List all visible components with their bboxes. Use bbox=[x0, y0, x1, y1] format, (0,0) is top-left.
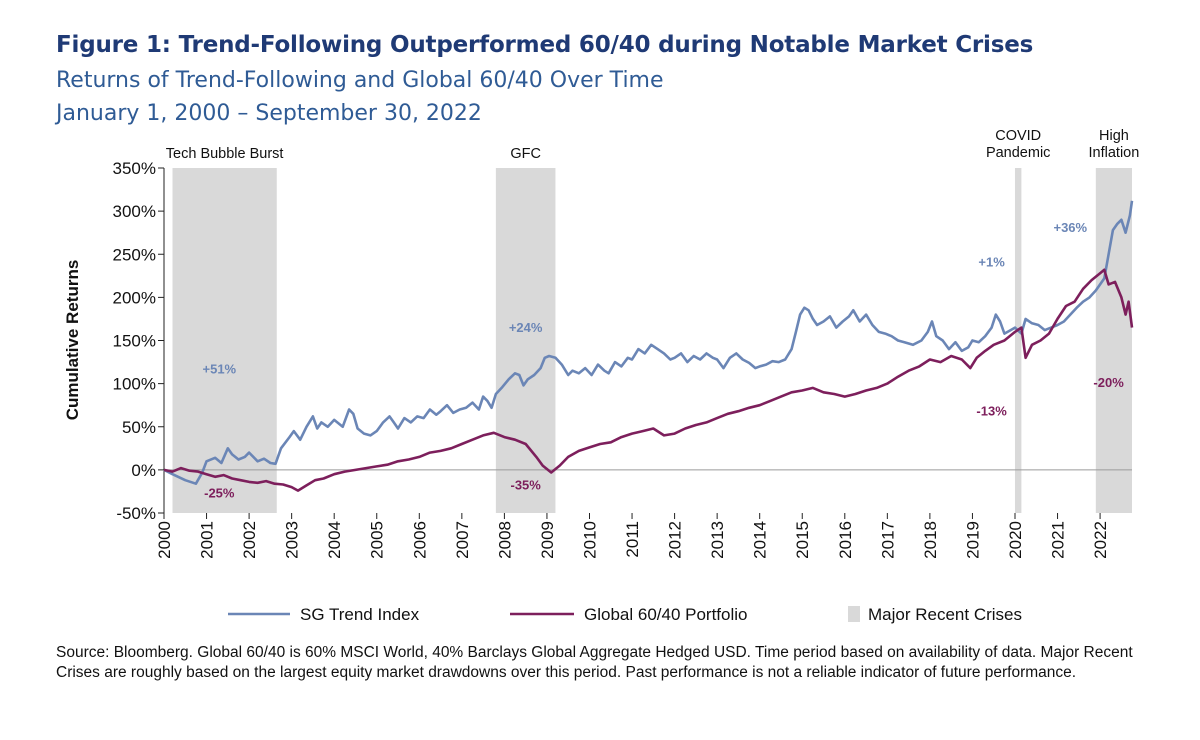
x-tick-label: 2007 bbox=[453, 521, 472, 559]
y-axis-title: Cumulative Returns bbox=[63, 260, 82, 421]
source-note: Source: Bloomberg. Global 60/40 is 60% M… bbox=[56, 644, 1133, 681]
x-tick-label: 2017 bbox=[878, 521, 897, 559]
y-tick-label: 50% bbox=[122, 418, 156, 437]
y-tick-label: 150% bbox=[113, 332, 156, 351]
series-line-sg-trend-index bbox=[163, 200, 1134, 485]
x-tick-label: 2008 bbox=[495, 521, 514, 559]
x-tick-label: 2022 bbox=[1091, 521, 1110, 559]
crisis-label-high-inflation: High Inflation bbox=[1089, 128, 1140, 161]
x-tick-label: 2020 bbox=[1006, 521, 1025, 559]
crisis-band-gfc bbox=[495, 168, 556, 513]
annotation-label: -25% bbox=[204, 485, 235, 500]
x-tick-label: 2021 bbox=[1049, 521, 1068, 559]
chart-legend: SG Trend Index Global 60/40 Portfolio Majo… bbox=[228, 605, 1022, 624]
annotation-label: -20% bbox=[1093, 375, 1124, 390]
cumulative-returns-chart: Tech Bubble Burst GFC COVID Pandemic High Inf… bbox=[63, 128, 1140, 624]
x-tick-label: 2019 bbox=[963, 521, 982, 559]
annotation-label: -13% bbox=[976, 404, 1007, 419]
x-tick-label: 2009 bbox=[538, 521, 557, 559]
y-tick-label: 100% bbox=[113, 375, 156, 394]
legend-label-major-recent-crises: Major Recent Crises bbox=[868, 605, 1022, 624]
crisis-label-gfc: GFC bbox=[510, 146, 541, 162]
crisis-bands: Tech Bubble Burst GFC COVID Pandemic High Inf… bbox=[166, 128, 1140, 513]
x-tick-label: 2002 bbox=[240, 521, 259, 559]
annotation-label: +1% bbox=[978, 254, 1005, 269]
crisis-band-high-inflation bbox=[1095, 168, 1132, 513]
chart-series bbox=[163, 200, 1134, 492]
chart-date-range: January 1, 2000 – September 30, 2022 bbox=[56, 101, 482, 126]
chart-subtitle: Returns of Trend-Following and Global 60… bbox=[56, 68, 664, 93]
x-tick-label: 2006 bbox=[410, 521, 429, 559]
x-tick-label: 2015 bbox=[793, 521, 812, 559]
legend-label-sg-trend-index: SG Trend Index bbox=[300, 605, 420, 624]
x-tick-label: 2014 bbox=[751, 521, 770, 559]
x-tick-label: 2010 bbox=[580, 521, 599, 559]
crisis-label-covid-pandemic: COVID Pandemic bbox=[986, 128, 1050, 161]
x-tick-label: 2000 bbox=[155, 521, 174, 559]
y-tick-label: -50% bbox=[116, 504, 156, 523]
legend-swatch-major-recent-crises bbox=[848, 606, 860, 622]
x-tick-label: 2001 bbox=[198, 521, 217, 559]
crisis-band-covid-pandemic bbox=[1014, 168, 1022, 513]
crisis-label-tech-bubble-burst: Tech Bubble Burst bbox=[166, 146, 284, 162]
x-tick-label: 2005 bbox=[368, 521, 387, 559]
annotation-label: +36% bbox=[1053, 220, 1087, 235]
y-tick-label: 350% bbox=[113, 159, 156, 178]
figure-title: Figure 1: Trend-Following Outperformed 6… bbox=[56, 32, 1034, 58]
legend-label-global-60-40-portfolio: Global 60/40 Portfolio bbox=[584, 605, 748, 624]
x-tick-label: 2016 bbox=[836, 521, 855, 559]
x-tick-label: 2004 bbox=[325, 521, 344, 559]
annotation-label: +24% bbox=[509, 320, 543, 335]
x-tick-label: 2013 bbox=[708, 521, 727, 559]
chart-axes: -50% 0% 50% 100% 150% 200% 250% 300% 350% Cumulat… bbox=[63, 159, 1132, 559]
x-tick-label: 2003 bbox=[283, 521, 302, 559]
chart-annotations: +51% -25% +24% -35% +1% -13% +36% -20% bbox=[203, 220, 1125, 501]
annotation-label: +51% bbox=[203, 361, 237, 376]
x-tick-label: 2012 bbox=[666, 521, 685, 559]
annotation-label: -35% bbox=[510, 478, 541, 493]
y-tick-label: 300% bbox=[113, 202, 156, 221]
series-line-global-60-40-portfolio bbox=[163, 268, 1134, 492]
y-tick-label: 200% bbox=[113, 288, 156, 307]
y-tick-label: 250% bbox=[113, 245, 156, 264]
x-tick-label: 2011 bbox=[623, 521, 642, 558]
x-tick-label: 2018 bbox=[921, 521, 940, 559]
y-tick-label: 0% bbox=[131, 461, 156, 480]
